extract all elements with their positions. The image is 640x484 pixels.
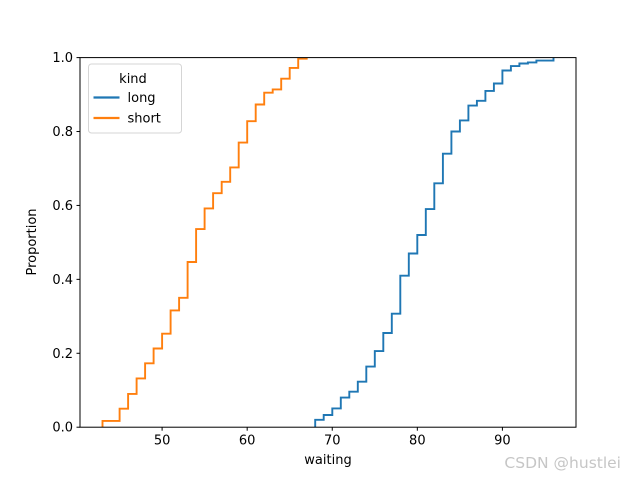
x-axis-ticks: 50 60 70 80 90 xyxy=(154,427,511,449)
x-axis-label: waiting xyxy=(304,453,351,468)
y-axis-label: Proportion xyxy=(25,208,40,275)
legend-title: kind xyxy=(119,72,147,87)
legend: kind long short xyxy=(88,63,182,134)
ecdf-line-long xyxy=(314,57,555,428)
ecdf-line-short xyxy=(101,57,308,428)
x-tick-label: 90 xyxy=(494,434,511,449)
y-axis-ticks: 0.0 0.2 0.4 0.6 0.8 1.0 xyxy=(52,51,80,436)
x-tick-label: 50 xyxy=(154,434,171,449)
legend-label-short: short xyxy=(128,112,161,127)
plot-border xyxy=(79,57,577,428)
watermark: CSDN @hustlei xyxy=(504,454,621,472)
series-lines xyxy=(101,57,555,428)
legend-entries: long short xyxy=(93,91,161,127)
legend-label-long: long xyxy=(128,91,156,106)
y-tick-label: 0.8 xyxy=(52,125,73,140)
y-tick-label: 0.6 xyxy=(52,199,73,214)
x-tick-label: 60 xyxy=(239,434,256,449)
y-tick-label: 0.0 xyxy=(52,421,73,436)
x-tick-label: 70 xyxy=(324,434,341,449)
x-tick-label: 80 xyxy=(409,434,426,449)
y-tick-label: 1.0 xyxy=(52,51,73,66)
y-tick-label: 0.2 xyxy=(52,347,73,362)
legend-box xyxy=(88,63,182,134)
y-tick-label: 0.4 xyxy=(52,273,73,288)
